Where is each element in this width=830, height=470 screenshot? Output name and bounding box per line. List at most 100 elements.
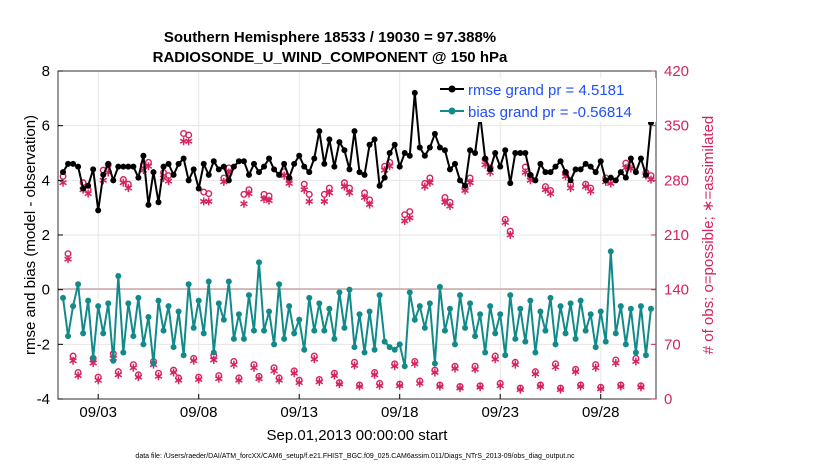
- obs-assimilated-point: [647, 175, 655, 184]
- rmse-point: [240, 158, 247, 165]
- obs-assimilated-point: [516, 385, 525, 394]
- legend-bias-label: bias grand pr = -0.56814: [468, 104, 632, 121]
- rmse-point: [306, 169, 313, 176]
- rmse-point: [286, 174, 293, 181]
- obs-assimilated-point: [245, 189, 253, 198]
- obs-assimilated-point: [611, 359, 620, 368]
- bias-point: [572, 335, 579, 342]
- bias-point: [250, 327, 257, 334]
- rmse-point: [557, 158, 564, 165]
- obs-assimilated-point: [471, 365, 479, 374]
- right-tick-label: 0: [664, 391, 672, 408]
- rmse-point: [150, 169, 157, 176]
- rmse-point: [512, 150, 519, 156]
- rmse-point: [180, 155, 187, 162]
- bias-point: [195, 297, 202, 304]
- bias-point: [482, 349, 489, 356]
- obs-assimilated-point: [335, 380, 344, 389]
- bias-point: [577, 297, 584, 304]
- bias-point: [582, 327, 589, 334]
- right-tick-label: 280: [664, 172, 689, 189]
- obs-assimilated-point: [395, 381, 404, 390]
- obs-assimilated-point: [637, 383, 645, 392]
- obs-assimilated-point: [436, 382, 444, 391]
- bias-point: [175, 308, 182, 315]
- rmse-point: [341, 147, 348, 154]
- obs-assimilated-point: [59, 178, 67, 187]
- right-axis-ticks: 0 70 140 210 280 350 420: [651, 63, 689, 408]
- obs-assimilated-point: [285, 179, 294, 188]
- bias-point: [75, 281, 82, 288]
- left-tick-label: 8: [42, 63, 50, 80]
- bias-point: [200, 330, 207, 337]
- bias-point: [512, 335, 519, 342]
- obs-assimilated-point: [506, 231, 515, 239]
- legend-rmse-label: rmse grand pr = 4.5181: [468, 82, 624, 99]
- rmse-point: [205, 171, 212, 178]
- bias-point: [552, 341, 559, 348]
- bias-point: [215, 300, 222, 307]
- obs-assimilated-point: [240, 199, 248, 208]
- bias-point: [336, 289, 343, 296]
- rmse-point: [401, 150, 408, 156]
- bias-point: [592, 344, 599, 351]
- bias-point: [145, 314, 152, 320]
- obs-assimilated-point: [345, 188, 354, 197]
- bias-point: [492, 330, 499, 337]
- rmse-point: [346, 166, 353, 173]
- bias-point: [406, 289, 413, 296]
- bias-point: [140, 341, 147, 348]
- obs-assimilated-point: [325, 188, 334, 197]
- obs-assimilated-point: [250, 363, 258, 372]
- legend-bias-marker: [448, 107, 456, 115]
- rmse-point: [457, 177, 464, 184]
- x-tick-label: 09/28: [582, 404, 620, 421]
- obs-assimilated-point: [405, 213, 414, 222]
- rmse-point: [552, 163, 559, 170]
- obs-assimilated-point: [350, 361, 359, 370]
- bias-point: [477, 311, 484, 318]
- obs-assimilated-point: [606, 179, 615, 188]
- rmse-point: [105, 160, 112, 167]
- rmse-point: [261, 163, 268, 170]
- bias-point: [517, 305, 524, 312]
- rmse-point: [145, 201, 152, 208]
- obs-assimilated-point: [144, 162, 153, 171]
- rmse-point: [582, 160, 589, 167]
- bias-point: [467, 300, 474, 307]
- left-axis-ticks: -4 -2 0 2 4 6 8: [37, 63, 63, 408]
- bias-point: [60, 294, 67, 301]
- bias-point: [105, 300, 112, 307]
- bias-point: [110, 357, 117, 364]
- rmse-point: [406, 152, 413, 159]
- obs-assimilated-point: [596, 384, 605, 393]
- left-tick-label: 2: [42, 227, 50, 244]
- bias-point: [487, 303, 494, 310]
- bias-point: [607, 248, 614, 255]
- rmse-point: [140, 152, 147, 159]
- obs-count-series: [59, 129, 655, 394]
- left-tick-label: -2: [37, 336, 50, 353]
- bias-point: [210, 349, 217, 356]
- rmse-point: [431, 130, 438, 137]
- left-tick-label: 4: [42, 172, 50, 189]
- obs-assimilated-point: [300, 185, 309, 194]
- rmse-point: [75, 163, 82, 170]
- bias-point: [497, 311, 504, 318]
- bias-point: [170, 344, 177, 351]
- bias-point: [416, 303, 423, 310]
- obs-assimilated-point: [616, 382, 625, 391]
- obs-assimilated-point: [571, 367, 580, 376]
- rmse-point: [396, 163, 403, 170]
- bias-point: [306, 294, 313, 301]
- bias-point: [637, 303, 644, 310]
- bias-point: [80, 330, 87, 337]
- obs-assimilated-point: [270, 366, 278, 375]
- rmse-point: [115, 163, 122, 170]
- rmse-point: [220, 163, 227, 170]
- rmse-point: [482, 155, 489, 162]
- rmse-point: [230, 163, 237, 170]
- rmse-point: [597, 158, 604, 165]
- chart-title-line1: Southern Hemisphere 18533 / 19030 = 97.3…: [164, 29, 496, 46]
- obs-assimilated-point: [74, 371, 82, 380]
